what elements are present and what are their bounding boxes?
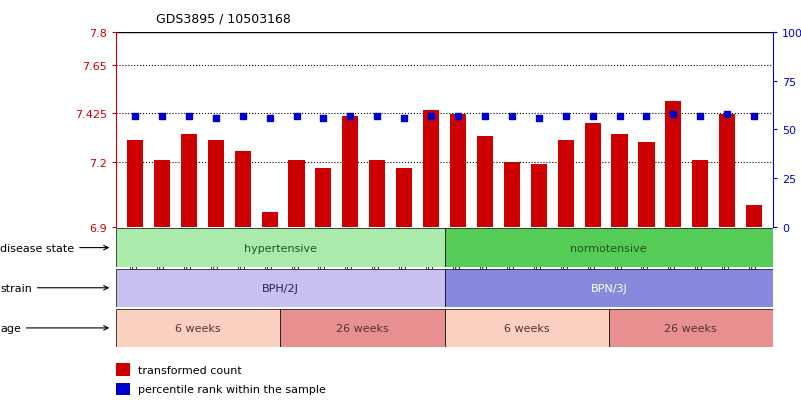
Point (209, 115, 222, 122)
Text: 26 weeks: 26 weeks (336, 323, 388, 333)
Bar (154, 160, 170, 227)
Text: BPN/3J: BPN/3J (590, 283, 627, 293)
Point (747, 113, 760, 120)
Point (425, 113, 437, 120)
Text: 6 weeks: 6 weeks (175, 323, 221, 333)
Text: strain: strain (0, 283, 108, 293)
Text: 6 weeks: 6 weeks (504, 323, 549, 333)
Bar (127, 141, 143, 227)
Bar (638, 143, 654, 227)
Bar (280, 309, 445, 347)
Point (155, 113, 168, 120)
Point (344, 113, 356, 120)
Bar (692, 160, 708, 227)
Bar (396, 169, 413, 227)
Bar (445, 309, 609, 347)
Bar (342, 117, 358, 227)
Bar (261, 212, 278, 227)
Bar (116, 269, 445, 307)
Point (533, 115, 545, 122)
Bar (288, 160, 304, 227)
Point (129, 113, 142, 120)
Bar (235, 152, 251, 227)
Bar (423, 111, 439, 227)
Bar (611, 134, 628, 227)
Point (694, 113, 706, 120)
Point (183, 113, 195, 120)
Text: 26 weeks: 26 weeks (665, 323, 717, 333)
Text: GDS3895 / 10503168: GDS3895 / 10503168 (156, 12, 291, 25)
Bar (531, 165, 547, 227)
Text: disease state: disease state (0, 243, 108, 253)
Point (478, 113, 491, 120)
Text: hypertensive: hypertensive (244, 243, 317, 253)
Point (721, 111, 734, 118)
Bar (585, 123, 601, 227)
Point (317, 115, 330, 122)
Text: transformed count: transformed count (139, 365, 242, 375)
Point (505, 113, 518, 120)
Bar (719, 115, 735, 227)
Bar (369, 160, 385, 227)
Point (452, 113, 465, 120)
Point (640, 113, 653, 120)
Point (586, 113, 599, 120)
Bar (181, 134, 197, 227)
Bar (116, 363, 130, 376)
Point (264, 115, 276, 122)
Point (290, 113, 303, 120)
Point (371, 113, 384, 120)
Bar (557, 141, 574, 227)
Text: BPH/2J: BPH/2J (262, 283, 299, 293)
Bar (116, 229, 445, 267)
Bar (504, 162, 520, 227)
Bar (746, 206, 763, 227)
Bar (116, 383, 130, 395)
Bar (666, 102, 682, 227)
Text: percentile rank within the sample: percentile rank within the sample (139, 384, 326, 394)
Text: age: age (0, 323, 108, 333)
Bar (477, 137, 493, 227)
Bar (445, 269, 773, 307)
Bar (316, 169, 332, 227)
Bar (445, 229, 773, 267)
Point (613, 113, 626, 120)
Point (559, 113, 572, 120)
Point (398, 115, 411, 122)
Point (667, 111, 680, 118)
Bar (207, 141, 223, 227)
Bar (609, 309, 773, 347)
Bar (116, 309, 280, 347)
Bar (450, 115, 466, 227)
Text: normotensive: normotensive (570, 243, 647, 253)
Point (236, 113, 249, 120)
